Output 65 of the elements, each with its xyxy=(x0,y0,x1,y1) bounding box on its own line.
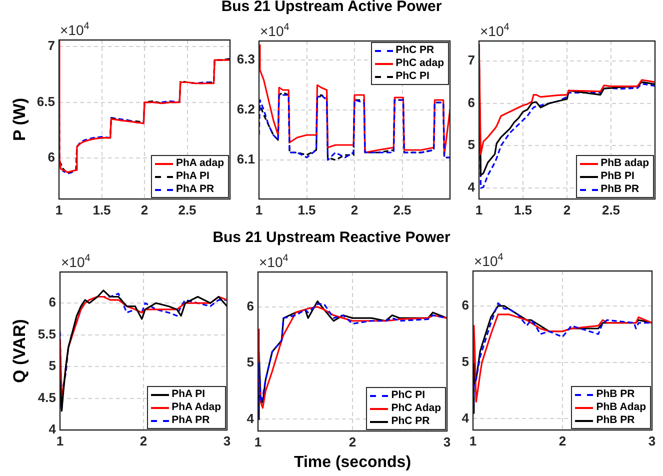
x-tick-label: 1.5 xyxy=(92,202,111,218)
legend-label: PhB PI xyxy=(600,170,636,183)
legend-label: PhA PR xyxy=(174,183,216,196)
legend-label: PhB PR xyxy=(595,388,636,401)
y-tick-label: 6.1 xyxy=(236,152,255,167)
x-tick-label: 2 xyxy=(348,434,356,450)
x-tick-label: 2 xyxy=(140,202,148,218)
x-tick-label: 1 xyxy=(255,202,263,218)
legend-label: PhB PR xyxy=(600,183,640,196)
y-tick-label: 4.5 xyxy=(38,390,56,405)
y-tick-label: 6.2 xyxy=(236,102,255,117)
chart-title: Bus 21 Upstream Active Power xyxy=(220,0,443,15)
x-tick-label: 2.5 xyxy=(602,202,620,218)
x-tick-label: 3 xyxy=(648,433,656,448)
legend-label: PhC PR xyxy=(394,44,436,57)
y-tick-label: 4 xyxy=(48,422,57,437)
x-tick-label: 3 xyxy=(223,433,231,448)
legend-label: PhA Adap xyxy=(170,401,221,414)
y-tick-label: 5 xyxy=(246,354,254,370)
y-tick-label: 6 xyxy=(462,298,469,313)
y-tick-label: 6.5 xyxy=(36,94,55,109)
x-tick-label: 2 xyxy=(563,202,571,218)
legend-label: PhB PR xyxy=(595,414,636,427)
x-tick-label: 1 xyxy=(55,202,63,218)
legend-label: PhB Adap xyxy=(595,401,646,414)
x-axis-title: Time (seconds) xyxy=(292,454,412,471)
legend-label: PhC Adap xyxy=(390,402,441,415)
legend-label: PhC PI xyxy=(390,389,426,402)
legend-label: PhB adap xyxy=(600,157,649,170)
x-tick-label: 1 xyxy=(254,434,262,450)
y-tick-label: 6 xyxy=(48,149,55,164)
legend-label: PhA PI xyxy=(170,388,206,401)
legend-label: PhC adap xyxy=(394,57,444,70)
y-tick-label: 4 xyxy=(246,410,255,426)
y-tick-label: 4 xyxy=(462,410,470,426)
x-tick-label: 1.5 xyxy=(514,202,532,218)
legend-label: PhA PR xyxy=(170,414,211,427)
y-axis-title: Q (VAR) xyxy=(10,318,30,385)
x-tick-label: 2 xyxy=(558,433,566,448)
x-tick-label: 1 xyxy=(56,433,64,448)
y-tick-label: 6.3 xyxy=(236,52,255,67)
y-tick-label: 6 xyxy=(246,298,254,314)
x-tick-label: 2 xyxy=(140,433,148,448)
y-tick-label: 5 xyxy=(468,137,475,152)
x-tick-label: 1.5 xyxy=(298,202,316,218)
y-tick-label: 6 xyxy=(48,294,56,310)
x-tick-label: 2.5 xyxy=(393,202,412,218)
legend-label: PhC PR xyxy=(390,415,431,428)
chart-title: Bus 21 Upstream Reactive Power xyxy=(212,229,452,246)
y-tick-label: 5.5 xyxy=(38,326,56,342)
y-tick-label: 5 xyxy=(462,354,469,369)
legend-label: PhA adap xyxy=(174,157,224,170)
y-axis-title: P (W) xyxy=(10,96,30,144)
legend-label: PhC PI xyxy=(394,70,430,83)
legend-label: PhA PI xyxy=(174,170,210,183)
x-tick-label: 2 xyxy=(350,202,358,218)
x-tick-label: 1 xyxy=(469,433,477,448)
x-tick-label: 2.5 xyxy=(178,202,196,218)
y-tick-label: 6 xyxy=(468,94,475,110)
y-tick-label: 5 xyxy=(48,358,56,374)
y-tick-label: 7 xyxy=(48,38,55,54)
x-tick-label: 3 xyxy=(443,434,451,450)
y-tick-label: 4 xyxy=(468,180,476,195)
y-tick-label: 7 xyxy=(468,52,475,68)
x-tick-label: 1 xyxy=(475,202,483,218)
